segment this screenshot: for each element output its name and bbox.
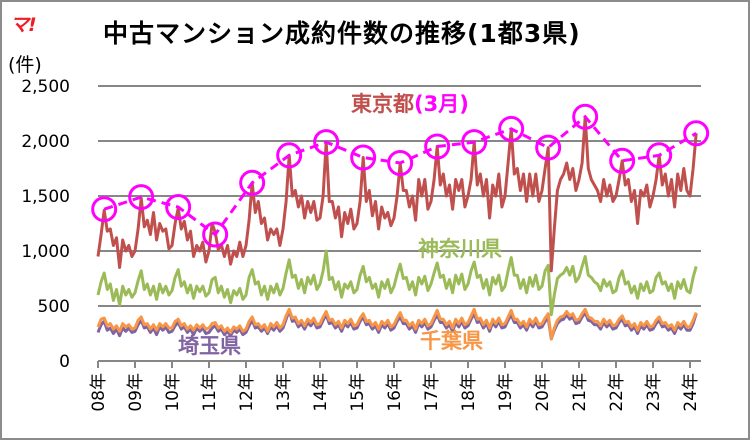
x-tick-label: 24年 (681, 373, 701, 412)
x-tick-label: 22年 (607, 373, 627, 412)
tokyo-march-marker (128, 184, 155, 211)
y-tick-label: 2,500 (21, 77, 70, 97)
x-tick-label: 12年 (237, 373, 257, 412)
tokyo-march-marker (350, 144, 377, 171)
y-axis-unit-label: (件) (8, 54, 42, 76)
tokyo-march-marker (609, 147, 636, 174)
x-tick-label: 09年 (126, 373, 146, 412)
y-tick-label: 1,000 (21, 242, 70, 262)
tokyo-march-marker (165, 194, 192, 220)
tokyo-march-marker (387, 150, 414, 176)
tokyo-line (96, 115, 698, 273)
tokyo-march-marker (91, 196, 118, 223)
tokyo-march-marker (276, 142, 303, 169)
tokyo-march-marker (498, 115, 525, 142)
chart-title: 中古マンション成約件数の推移(1都3県) (103, 19, 581, 48)
label-tokyo: 東京都(3月) (351, 92, 469, 116)
brand-logo: マ! (10, 14, 37, 36)
tokyo-march-series (91, 103, 710, 248)
tokyo-march-marker (646, 142, 673, 169)
tokyo-march-line (103, 114, 697, 237)
x-axis: 08年 09年 10年 11年 12年 13年 14年 15年 16年 17年 18年 19年 20年 2… (89, 360, 701, 412)
label-kanagawa: 神奈川県 (418, 237, 502, 261)
tokyo-march-marker (424, 133, 451, 160)
tokyo-march-marker (683, 120, 710, 147)
x-tick-label: 10年 (163, 373, 183, 412)
x-tick-label: 20年 (533, 373, 553, 412)
tokyo-march-marker (239, 169, 266, 196)
tokyo-march-marker (535, 134, 562, 161)
y-axis-ticks: 0 500 1,000 1,500 2,000 2,500 (21, 77, 70, 372)
kanagawa-line (96, 249, 698, 317)
tokyo-march-marker (313, 129, 340, 156)
x-tick-label: 08年 (89, 373, 109, 412)
x-tick-label: 21年 (570, 373, 590, 412)
series-lines (96, 115, 698, 341)
y-tick-label: 1,500 (21, 187, 70, 207)
tokyo-march-marker (461, 129, 488, 156)
x-tick-label: 14年 (311, 373, 331, 412)
label-chiba: 千葉県 (420, 329, 483, 353)
x-tick-label: 17年 (422, 373, 442, 412)
series-labels: 東京都(3月) 神奈川県 埼玉県 千葉県 (178, 92, 502, 358)
x-tick-label: 11年 (200, 373, 220, 412)
x-tick-label: 15年 (348, 373, 368, 412)
x-tick-label: 23年 (644, 373, 664, 412)
y-tick-label: 0 (59, 352, 70, 372)
tokyo-march-marker (572, 103, 599, 130)
x-tick-label: 16年 (385, 373, 405, 412)
x-tick-label: 19年 (496, 373, 516, 412)
tokyo-march-marker (202, 221, 229, 248)
x-tick-label: 18年 (459, 373, 479, 412)
chiba-line (96, 307, 698, 341)
y-tick-label: 500 (38, 297, 70, 317)
label-saitama: 埼玉県 (178, 334, 241, 358)
y-tick-label: 2,000 (21, 132, 70, 152)
x-tick-label: 13年 (274, 373, 294, 412)
